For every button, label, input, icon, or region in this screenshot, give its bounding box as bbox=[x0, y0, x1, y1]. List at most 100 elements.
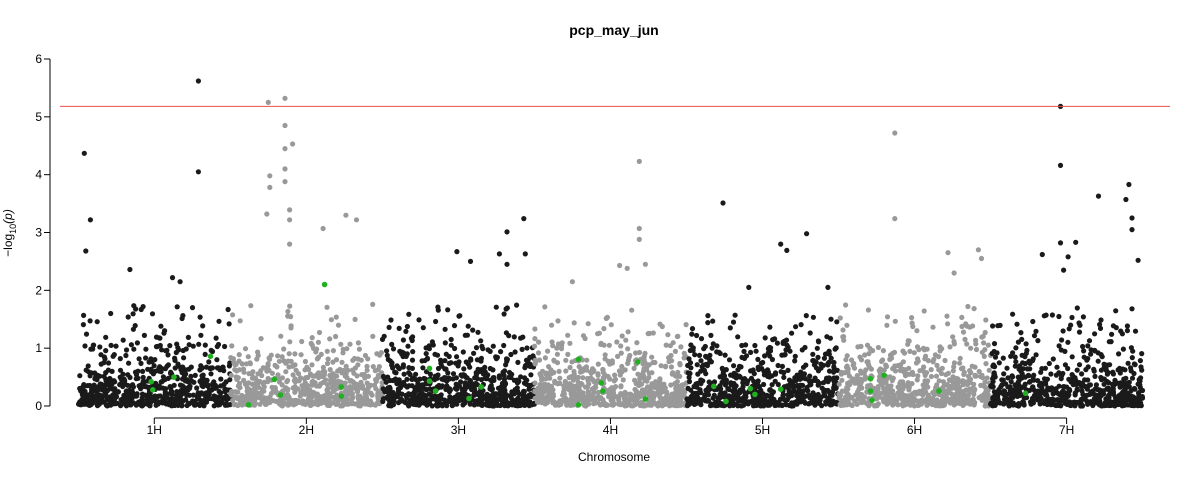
snp-point bbox=[689, 326, 696, 332]
snp-point bbox=[1053, 386, 1059, 392]
snp-point bbox=[813, 365, 820, 371]
snp-point bbox=[824, 334, 830, 340]
snp-point bbox=[338, 341, 344, 347]
snp-point bbox=[564, 401, 570, 407]
snp-point bbox=[575, 384, 581, 390]
snp-point bbox=[880, 348, 887, 354]
snp-point bbox=[694, 332, 700, 339]
snp-point bbox=[1083, 367, 1089, 373]
snp-point bbox=[457, 313, 463, 319]
snp-point bbox=[370, 333, 376, 339]
snp-point bbox=[728, 382, 734, 388]
snp-point bbox=[979, 349, 985, 355]
snp-point bbox=[1041, 313, 1047, 319]
snp-point bbox=[1103, 368, 1110, 374]
snp-point bbox=[420, 325, 426, 331]
snp-point bbox=[982, 379, 988, 385]
snp-point bbox=[201, 403, 207, 409]
snp-point bbox=[452, 345, 458, 352]
points-layer bbox=[76, 78, 1146, 409]
snp-point-peak bbox=[1123, 196, 1129, 203]
snp-point bbox=[774, 340, 781, 346]
snp-point bbox=[1007, 397, 1013, 403]
snp-point-peak bbox=[267, 184, 273, 190]
snp-point bbox=[380, 373, 387, 380]
snp-point bbox=[413, 371, 419, 377]
snp-point bbox=[1080, 343, 1086, 350]
snp-point bbox=[409, 376, 415, 382]
snp-point bbox=[535, 350, 542, 356]
snp-point bbox=[505, 403, 511, 409]
highlight-point bbox=[936, 388, 942, 394]
snp-point bbox=[979, 393, 985, 399]
snp-point bbox=[451, 323, 458, 329]
snp-point bbox=[464, 375, 470, 381]
snp-point bbox=[324, 360, 331, 367]
snp-point bbox=[429, 403, 435, 409]
snp-point bbox=[120, 337, 126, 343]
snp-point bbox=[213, 335, 219, 341]
snp-point bbox=[862, 352, 868, 358]
snp-point bbox=[1037, 401, 1043, 407]
snp-point bbox=[768, 399, 774, 405]
snp-point bbox=[602, 352, 608, 358]
snp-point bbox=[657, 377, 663, 384]
snp-point bbox=[759, 366, 765, 372]
snp-point bbox=[1014, 402, 1020, 408]
snp-point bbox=[266, 367, 272, 373]
snp-point bbox=[641, 366, 647, 372]
snp-point bbox=[333, 333, 339, 340]
snp-point bbox=[435, 372, 441, 378]
y-tick-label: 3 bbox=[35, 226, 42, 240]
snp-point bbox=[555, 341, 562, 347]
snp-point bbox=[543, 371, 549, 377]
snp-point bbox=[960, 365, 966, 371]
snp-point bbox=[646, 392, 652, 398]
snp-point bbox=[470, 381, 476, 387]
snp-point bbox=[837, 392, 843, 398]
snp-point-peak bbox=[282, 95, 288, 101]
snp-point bbox=[536, 339, 542, 345]
snp-point bbox=[426, 343, 432, 349]
snp-point bbox=[445, 307, 451, 313]
snp-point bbox=[314, 346, 320, 352]
snp-point bbox=[900, 359, 907, 365]
snp-point bbox=[414, 384, 420, 390]
snp-point bbox=[493, 304, 499, 310]
snp-point bbox=[866, 362, 872, 368]
snp-point bbox=[532, 326, 538, 332]
snp-point bbox=[964, 341, 970, 347]
snp-point bbox=[361, 371, 367, 378]
snp-point bbox=[501, 342, 507, 349]
snp-point bbox=[95, 372, 101, 378]
snp-point bbox=[837, 315, 843, 321]
snp-point bbox=[888, 387, 894, 393]
snp-point bbox=[1107, 401, 1114, 407]
snp-point bbox=[751, 371, 757, 377]
snp-point bbox=[1080, 314, 1086, 320]
snp-point-peak bbox=[496, 251, 502, 257]
snp-point bbox=[677, 386, 683, 392]
snp-point bbox=[361, 400, 367, 406]
snp-point-peak bbox=[320, 225, 326, 232]
snp-point bbox=[1112, 403, 1118, 409]
snp-point-peak bbox=[81, 150, 87, 156]
snp-point bbox=[420, 394, 426, 400]
snp-point bbox=[479, 401, 485, 407]
snp-point bbox=[130, 311, 136, 317]
x-axis: 1H 2H 3H 4H 5H 6H 7H bbox=[147, 417, 1074, 437]
snp-point bbox=[316, 329, 323, 336]
snp-point bbox=[719, 365, 725, 371]
snp-point bbox=[636, 349, 643, 356]
snp-point bbox=[875, 384, 881, 390]
snp-point bbox=[674, 379, 681, 385]
snp-point bbox=[245, 354, 251, 360]
snp-point bbox=[748, 349, 754, 355]
snp-point bbox=[1071, 399, 1077, 405]
y-axis-label-suffix: (p) bbox=[1, 209, 15, 224]
y-axis-label: −log10(p) bbox=[1, 209, 18, 257]
snp-point bbox=[115, 389, 121, 395]
snp-point bbox=[925, 378, 931, 384]
snp-point bbox=[1020, 366, 1026, 372]
snp-point bbox=[798, 322, 804, 328]
